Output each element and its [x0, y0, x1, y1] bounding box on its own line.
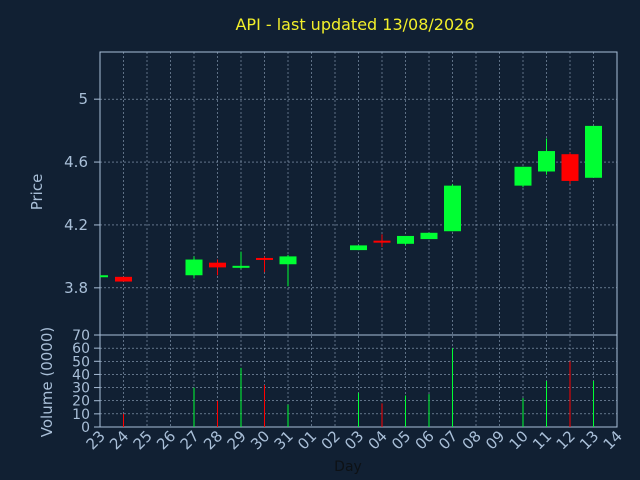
candle-body [232, 265, 250, 268]
price-tick-label: 4.2 [64, 216, 88, 234]
candle-body [420, 232, 438, 240]
volume-axis-label: Volume (0000) [38, 327, 56, 437]
x-tick-label: 01 [294, 427, 320, 453]
x-tick-label: 08 [459, 427, 485, 453]
x-tick-label: 04 [365, 427, 391, 453]
x-tick-label: 25 [130, 427, 156, 453]
x-tick-label: 07 [435, 427, 461, 453]
volume-tick-label: 60 [72, 341, 90, 357]
candle-body [538, 151, 555, 172]
x-tick-label: 10 [506, 427, 532, 453]
candle-body [444, 185, 461, 232]
volume-tick-label: 20 [72, 394, 90, 410]
price-tick-label: 4.6 [64, 153, 88, 171]
candle-body [256, 257, 273, 260]
x-tick-label: 02 [318, 427, 344, 453]
candle-body [209, 262, 226, 268]
volume-tick-label: 70 [72, 328, 90, 344]
candle-body [350, 245, 367, 251]
x-tick-label: 31 [271, 427, 297, 453]
candle-body [115, 276, 132, 282]
x-tick-label: 09 [482, 427, 508, 453]
volume-tick-label: 30 [72, 381, 90, 397]
volume-tick-label: 50 [72, 354, 90, 370]
candle-body [585, 125, 602, 178]
x-tick-label: 05 [388, 427, 414, 453]
price-tick-label: 3.8 [64, 279, 88, 297]
x-tick-label: 27 [177, 427, 203, 453]
candle-body [561, 154, 579, 181]
x-tick-label: 24 [106, 427, 132, 453]
x-tick-label: 11 [529, 427, 555, 453]
x-tick-label: 12 [553, 427, 579, 453]
x-tick-label: 14 [600, 427, 626, 453]
candle-body [514, 166, 532, 186]
candle-body [373, 240, 391, 243]
candle-body [100, 275, 108, 278]
x-tick-label: 06 [412, 427, 438, 453]
x-tick-label: 28 [200, 427, 226, 453]
volume-tick-label: 10 [72, 407, 90, 423]
x-tick-label: 13 [576, 427, 602, 453]
x-tick-label: 03 [341, 427, 367, 453]
price-axis-label: Price [28, 174, 46, 211]
price-tick-label: 5 [78, 90, 88, 108]
volume-tick-label: 40 [72, 367, 90, 383]
x-tick-label: 30 [247, 427, 273, 453]
candle-body [397, 235, 414, 244]
volume-tick-label: 0 [81, 420, 90, 436]
chart-title: API - last updated 13/08/2026 [235, 15, 474, 34]
x-tick-label: 26 [153, 427, 179, 453]
candle-body [279, 256, 297, 265]
candle-body [185, 259, 203, 276]
x-axis-label: Day [334, 459, 362, 475]
x-tick-label: 29 [224, 427, 250, 453]
